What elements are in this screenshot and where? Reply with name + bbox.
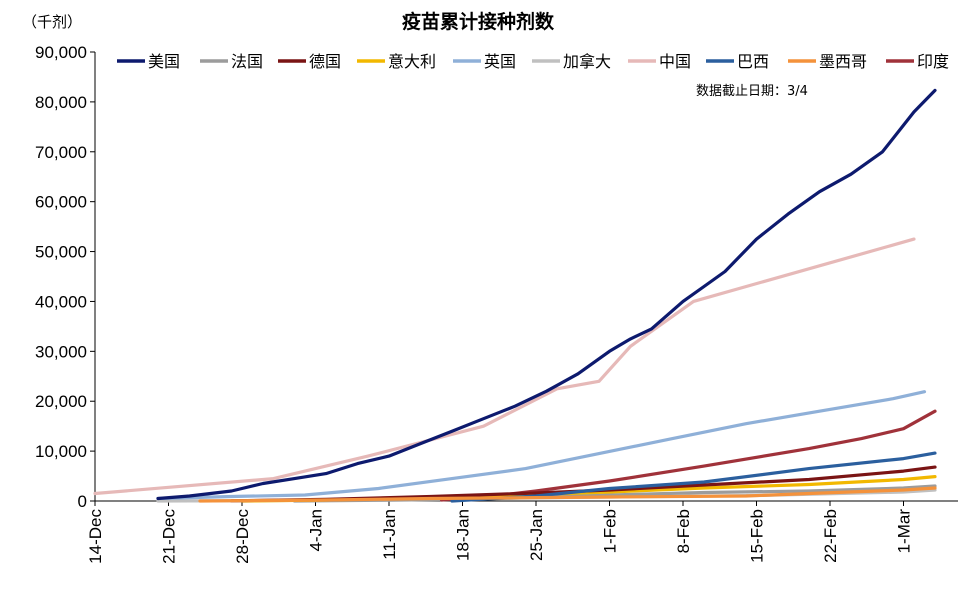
legend-item-2: 德国	[278, 52, 341, 71]
axes: 0 10,000 20,000 30,000 40,000 50,000 60,000 70,…	[35, 43, 958, 564]
chart-title: 疫苗累计接种剂数	[402, 10, 555, 33]
legend-label: 法国	[231, 52, 263, 71]
x-tick-label: 22-Feb	[821, 509, 840, 563]
series-line-4	[156, 390, 927, 501]
x-tick-label: 14-Dec	[86, 509, 105, 564]
y-tick-label: 30,000	[35, 342, 87, 361]
legend-item-6: 中国	[628, 52, 691, 71]
legend-item-7: 巴西	[706, 52, 769, 71]
series-line-6	[93, 237, 916, 496]
x-tick-label: 11-Jan	[380, 509, 399, 560]
y-tick-label: 90,000	[35, 43, 87, 62]
x-tick-label: 15-Feb	[748, 509, 767, 563]
legend-label: 中国	[659, 52, 691, 71]
x-tick-label: 8-Feb	[674, 509, 693, 553]
y-tick-label: 10,000	[35, 442, 87, 461]
legend-label: 美国	[148, 52, 180, 71]
legend-label: 德国	[309, 52, 341, 71]
legend-item-0: 美国	[117, 52, 180, 71]
series-line-8	[198, 486, 937, 503]
x-tick-label: 1-Mar	[895, 509, 914, 554]
y-tick-label: 70,000	[35, 143, 87, 162]
y-tick-label: 60,000	[35, 193, 87, 212]
legend-item-1: 法国	[200, 52, 263, 71]
x-tick-label: 1-Feb	[601, 509, 620, 553]
series-lines	[93, 88, 937, 503]
x-tick-label: 18-Jan	[454, 509, 473, 561]
y-unit-label: （千剂）	[22, 13, 82, 31]
y-tick-label: 40,000	[35, 292, 87, 311]
series-line-7	[450, 451, 937, 503]
legend-label: 墨西哥	[819, 52, 867, 71]
legend-item-4: 英国	[453, 52, 516, 71]
legend-label: 巴西	[737, 52, 769, 71]
y-tick-label: 50,000	[35, 243, 87, 262]
legend-label: 加拿大	[563, 52, 611, 71]
x-tick-label: 21-Dec	[160, 509, 179, 564]
legend: 美国 法国 德国 意大利 英国 加拿大 中国 巴西 墨西哥 印度	[117, 52, 949, 71]
legend-item-8: 墨西哥	[788, 52, 867, 71]
legend-label: 意大利	[388, 52, 436, 71]
x-tick-label: 4-Jan	[307, 509, 326, 552]
y-tick-label: 0	[78, 492, 87, 511]
y-tick-label: 80,000	[35, 93, 87, 112]
series-line-0	[156, 88, 937, 501]
legend-item-5: 加拿大	[532, 52, 611, 71]
legend-item-3: 意大利	[357, 52, 436, 71]
date-annotation: 数据截止日期：3/4	[696, 84, 808, 99]
legend-item-9: 印度	[886, 52, 949, 71]
legend-label: 印度	[917, 52, 949, 71]
legend-label: 英国	[484, 52, 516, 71]
x-tick-label: 25-Jan	[527, 509, 546, 561]
x-tick-label: 28-Dec	[233, 509, 252, 564]
y-tick-label: 20,000	[35, 392, 87, 411]
